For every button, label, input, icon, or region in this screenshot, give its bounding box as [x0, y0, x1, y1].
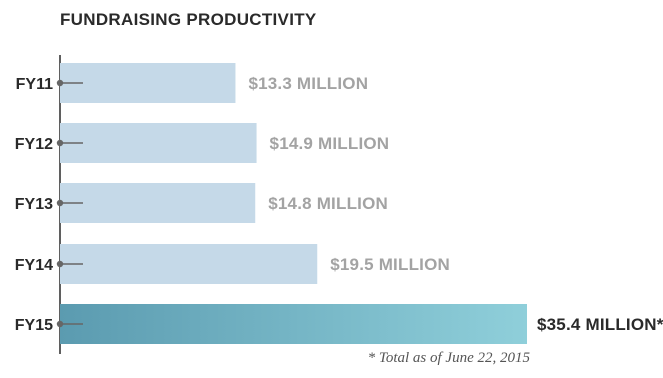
chart-title: FUNDRAISING PRODUCTIVITY — [60, 10, 317, 29]
tick-marker-dot — [56, 139, 64, 147]
category-label: FY13 — [15, 196, 53, 213]
value-label: $13.3 MILLION — [248, 74, 368, 93]
value-label: $14.9 MILLION — [270, 134, 390, 153]
tick-marker-dot — [56, 199, 64, 207]
category-label: FY12 — [15, 136, 53, 153]
footnote: * Total as of June 22, 2015 — [368, 350, 531, 366]
value-label: $35.4 MILLION* — [537, 315, 663, 334]
bar-fy14 — [60, 244, 318, 284]
value-label: $14.8 MILLION — [268, 194, 388, 213]
value-label: $19.5 MILLION — [330, 255, 450, 274]
bar-fy13 — [60, 183, 256, 223]
bar-fy11 — [60, 63, 236, 103]
tick-marker-dot — [56, 320, 64, 328]
category-label: FY14 — [15, 257, 53, 274]
category-label: FY15 — [15, 317, 53, 334]
tick-marker-dot — [56, 260, 64, 268]
category-label: FY11 — [16, 76, 53, 93]
tick-marker-dot — [56, 79, 64, 87]
bar-fy15 — [60, 304, 527, 344]
bar-fy12 — [60, 123, 257, 163]
